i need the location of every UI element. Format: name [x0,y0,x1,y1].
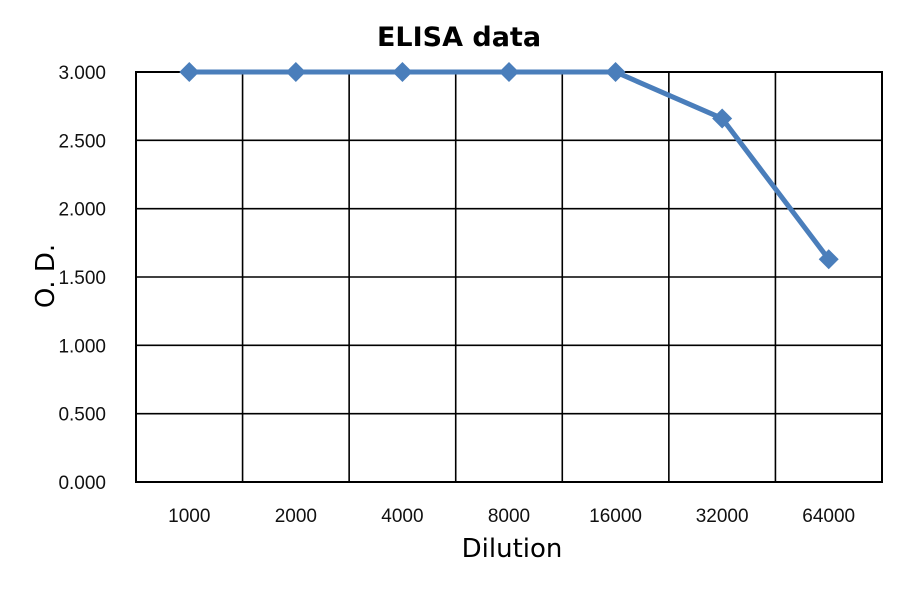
data-point-marker [392,62,413,82]
series-line [186,69,832,262]
x-tick-label: 8000 [488,506,530,527]
data-point-marker [818,249,839,270]
y-tick-label: 2.000 [58,200,106,221]
y-tick-label: 0.500 [58,405,106,426]
y-tick-label: 2.500 [58,131,106,152]
data-point-marker [499,62,519,82]
x-tick-label: 16000 [589,506,642,527]
data-point-marker [712,108,733,129]
y-tick-label: 0.000 [58,473,106,494]
y-axis-label: O. D. [31,244,61,308]
x-tick-label: 2000 [275,506,317,527]
x-axis-label: Dilution [462,534,563,564]
y-axis-ticks: 0.000 0.500 1.000 1.500 2.000 2.500 3.000 [58,63,106,494]
y-tick-label: 1.500 [58,268,106,289]
data-point-marker [605,62,626,82]
x-tick-label: 32000 [696,506,749,527]
data-point-marker [179,62,200,82]
y-tick-label: 3.000 [58,63,106,84]
grid-lines [136,72,882,482]
y-tick-label: 1.000 [58,336,106,357]
data-point-marker [285,62,306,82]
x-tick-label: 1000 [168,506,210,527]
x-tick-label: 4000 [381,506,423,527]
x-axis-ticks: 1000 2000 4000 8000 16000 32000 64000 [168,506,855,527]
chart-title: ELISA data [377,22,541,53]
series-layer [179,62,839,270]
x-tick-label: 64000 [802,506,855,527]
